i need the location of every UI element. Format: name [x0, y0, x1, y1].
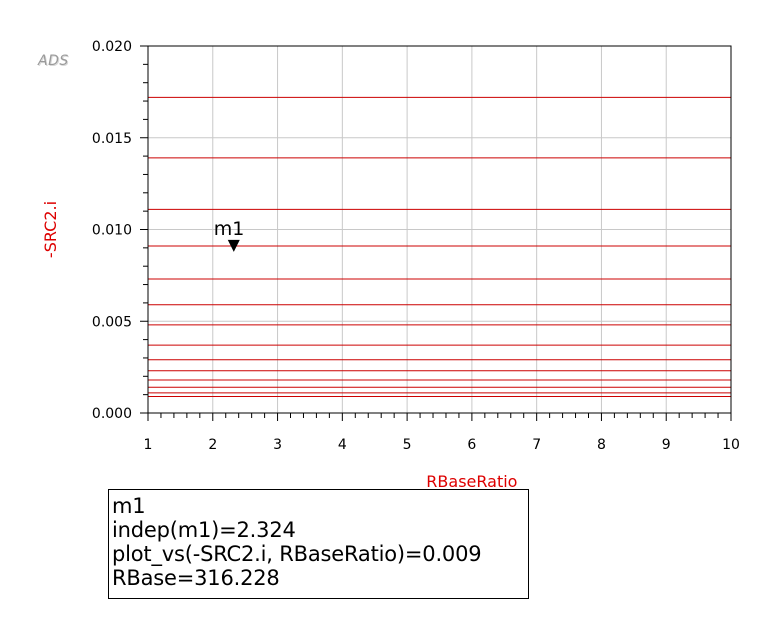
- x-tick-label: 10: [722, 437, 740, 453]
- x-tick-label: 4: [338, 437, 347, 453]
- y-tick-label: 0.010: [92, 223, 132, 239]
- y-tick-label: 0.005: [92, 314, 132, 330]
- x-tick-labels: 1 2 3 4 5 6 7 8 9 10: [144, 437, 740, 453]
- marker-triangle-icon: [227, 239, 240, 252]
- marker-readout-rbase: RBase=316.228: [112, 566, 280, 590]
- x-tick-label: 9: [662, 437, 671, 453]
- minor-ticks: [140, 45, 732, 421]
- plot-frame: [147, 45, 732, 414]
- x-tick-label: 6: [467, 437, 476, 453]
- x-tick-label: 7: [532, 437, 541, 453]
- marker-readout-box: m1 indep(m1)=2.324 plot_vs(-SRC2.i, RBas…: [108, 489, 529, 599]
- chart-series: [148, 96, 731, 397]
- ads-logo: ADS: [38, 53, 69, 69]
- y-axis-label: -SRC2.i: [41, 201, 60, 258]
- x-tick-label: 2: [208, 437, 217, 453]
- marker-readout-indep: indep(m1)=2.324: [112, 518, 296, 542]
- x-axis-label: RBaseRatio: [426, 472, 517, 491]
- marker-readout-value: plot_vs(-SRC2.i, RBaseRatio)=0.009: [112, 542, 482, 566]
- y-tick-label: 0.000: [92, 406, 132, 422]
- x-tick-label: 5: [403, 437, 412, 453]
- y-tick-label: 0.015: [92, 131, 132, 147]
- y-tick-label: 0.020: [92, 39, 132, 55]
- x-tick-label: 3: [273, 437, 282, 453]
- x-tick-label: 1: [144, 437, 153, 453]
- y-tick-labels: 0.000 0.005 0.010 0.015 0.020: [92, 39, 132, 422]
- marker-readout-name: m1: [112, 494, 146, 518]
- marker-m1[interactable]: m1: [214, 218, 245, 252]
- x-tick-label: 8: [597, 437, 606, 453]
- marker-label: m1: [214, 218, 245, 240]
